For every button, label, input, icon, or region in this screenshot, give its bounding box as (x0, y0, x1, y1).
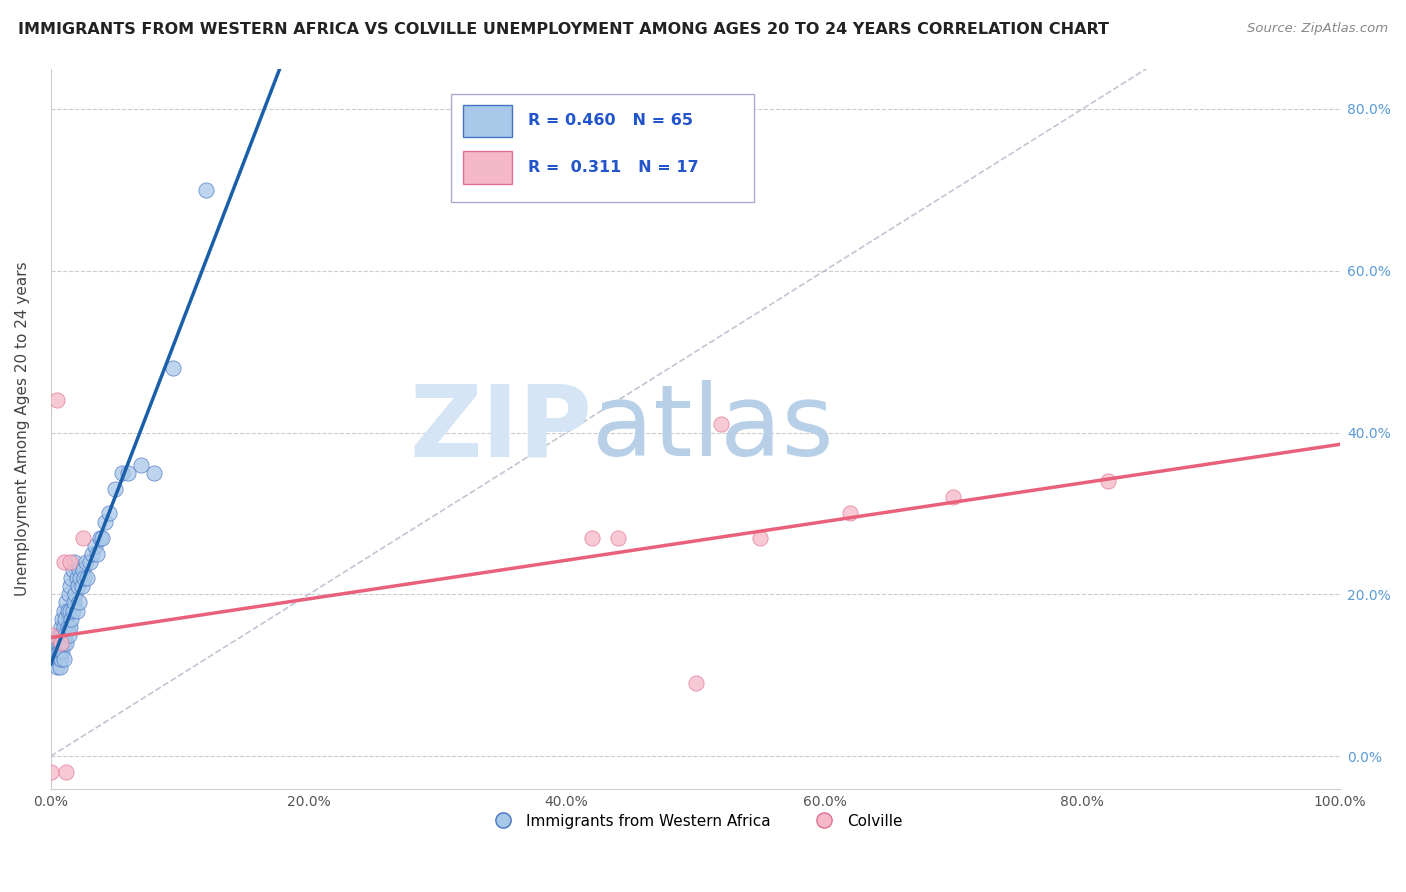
Point (129, 458, 152, 472)
Point (749, 531, 772, 545)
Point (685, 676, 707, 690)
Point (48, 652, 70, 666)
Point (58, 587, 80, 601)
Point (55, 636, 77, 650)
Point (80, 547, 103, 561)
Text: R =  0.311   N = 17: R = 0.311 N = 17 (527, 161, 699, 176)
Point (1097, 474, 1119, 488)
Point (52, 555, 75, 569)
Point (72, 531, 94, 545)
Text: atlas: atlas (592, 380, 834, 477)
Point (51, 644, 73, 658)
Point (97, 507, 120, 521)
Point (143, 466, 166, 480)
Point (79, 830, 101, 844)
Point (79, 555, 101, 569)
Point (194, 183, 217, 197)
Point (59, 620, 82, 634)
Point (69, 571, 91, 585)
Point (63, 595, 86, 609)
Point (73, 571, 96, 585)
Point (49, 620, 72, 634)
Point (607, 531, 630, 545)
FancyBboxPatch shape (464, 104, 512, 136)
Point (67, 563, 90, 577)
Point (52, 636, 75, 650)
Point (39, 765, 62, 780)
Point (51, 612, 73, 626)
Point (63, 555, 86, 569)
Point (62, 603, 84, 617)
Point (117, 466, 139, 480)
Point (62, 563, 84, 577)
Point (49, 636, 72, 650)
Point (72, 563, 94, 577)
Point (56, 620, 79, 634)
Point (46, 660, 69, 674)
Point (48, 644, 70, 658)
Point (52, 652, 75, 666)
Point (91, 531, 114, 545)
Text: R = 0.460   N = 65: R = 0.460 N = 65 (527, 113, 693, 128)
Point (46, 636, 69, 650)
Point (94, 515, 117, 529)
Point (581, 531, 603, 545)
Point (942, 490, 965, 504)
Point (48, 636, 70, 650)
Text: Source: ZipAtlas.com: Source: ZipAtlas.com (1247, 22, 1388, 36)
Point (49, 644, 72, 658)
Y-axis label: Unemployment Among Ages 20 to 24 years: Unemployment Among Ages 20 to 24 years (15, 261, 30, 596)
Point (83, 539, 105, 553)
Point (55, 595, 77, 609)
Point (89, 531, 111, 545)
Text: ZIP: ZIP (409, 380, 592, 477)
Point (70, 579, 93, 593)
Point (49, 660, 72, 674)
Point (75, 555, 97, 569)
Point (46, 393, 69, 408)
Point (55, 765, 77, 780)
Point (59, 555, 82, 569)
Point (65, 603, 87, 617)
Legend: Immigrants from Western Africa, Colville: Immigrants from Western Africa, Colville (482, 807, 908, 835)
Point (65, 587, 87, 601)
Point (49, 628, 72, 642)
Point (52, 620, 75, 634)
Point (839, 507, 862, 521)
FancyBboxPatch shape (450, 94, 754, 202)
Point (51, 628, 73, 642)
Point (710, 417, 733, 432)
Point (76, 571, 98, 585)
Point (48, 628, 70, 642)
Point (104, 482, 127, 496)
Point (66, 579, 89, 593)
Point (111, 466, 134, 480)
Point (46, 652, 69, 666)
Point (60, 571, 83, 585)
Point (59, 579, 82, 593)
Point (65, 571, 87, 585)
Point (49, 636, 72, 650)
Point (56, 603, 79, 617)
Point (60, 612, 83, 626)
Point (162, 360, 184, 375)
Point (67, 595, 90, 609)
Point (58, 628, 80, 642)
Point (59, 603, 82, 617)
Point (46, 644, 69, 658)
Point (53, 628, 76, 642)
Point (52, 603, 75, 617)
Point (53, 612, 76, 626)
Point (86, 547, 108, 561)
Point (49, 652, 72, 666)
Text: IMMIGRANTS FROM WESTERN AFRICA VS COLVILLE UNEMPLOYMENT AMONG AGES 20 TO 24 YEAR: IMMIGRANTS FROM WESTERN AFRICA VS COLVIL… (18, 22, 1109, 37)
Point (39, 628, 62, 642)
FancyBboxPatch shape (464, 152, 512, 184)
